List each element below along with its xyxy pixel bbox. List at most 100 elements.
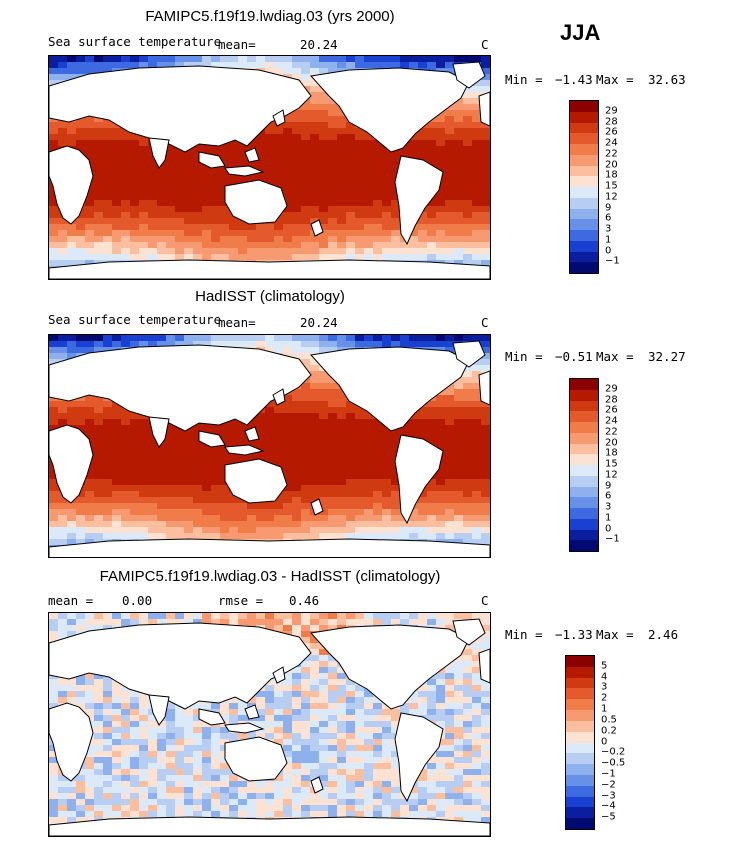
ocean-cell: [445, 479, 455, 486]
ocean-cell: [391, 194, 401, 201]
ocean-cell: [103, 697, 113, 704]
ocean-cell: [130, 170, 140, 177]
ocean-cell: [463, 182, 473, 189]
ocean-cell: [283, 164, 293, 171]
ocean-cell: [346, 206, 356, 213]
ocean-cell: [292, 485, 302, 492]
ocean-cell: [346, 745, 356, 752]
ocean-cell: [418, 521, 428, 528]
ocean-cell: [436, 691, 446, 698]
ocean-cell: [454, 260, 464, 267]
ocean-cell: [301, 625, 311, 632]
ocean-cell: [220, 62, 230, 69]
ocean-cell: [391, 473, 401, 480]
ocean-cell: [283, 194, 293, 201]
ocean-cell: [67, 685, 77, 692]
ocean-cell: [238, 158, 248, 165]
ocean-cell: [472, 248, 482, 255]
ocean-cell: [49, 619, 59, 626]
ocean-cell: [193, 335, 203, 342]
ocean-cell: [364, 745, 374, 752]
ocean-cell: [121, 497, 131, 504]
ocean-cell: [472, 655, 482, 662]
ocean-cell: [292, 521, 302, 528]
ocean-cell: [274, 515, 284, 522]
ocean-cell: [382, 182, 392, 189]
ocean-cell: [445, 679, 455, 686]
ocean-cell: [463, 449, 473, 456]
ocean-cell: [355, 128, 365, 135]
ocean-cell: [274, 68, 284, 75]
ocean-cell: [346, 503, 356, 510]
ocean-cell: [211, 335, 221, 342]
ocean-cell: [265, 407, 275, 414]
ocean-cell: [283, 461, 293, 468]
ocean-cell: [274, 727, 284, 734]
ocean-cell: [310, 236, 320, 243]
ocean-cell: [382, 146, 392, 153]
ocean-cell: [319, 467, 329, 474]
ocean-cell: [436, 479, 446, 486]
ocean-cell: [328, 437, 338, 444]
ocean-cell: [292, 56, 302, 63]
ocean-cell: [454, 443, 464, 450]
ocean-cell: [220, 449, 230, 456]
ocean-cell: [463, 389, 473, 396]
ocean-cell: [292, 128, 302, 135]
ocean-cell: [103, 613, 113, 620]
ocean-cell: [310, 341, 320, 348]
ocean-cell: [346, 437, 356, 444]
ocean-cell: [175, 182, 185, 189]
ocean-cell: [139, 527, 149, 534]
ocean-cell: [265, 248, 275, 255]
ocean-cell: [373, 509, 383, 516]
ocean-cell: [382, 152, 392, 159]
ocean-cell: [382, 497, 392, 504]
ocean-cell: [472, 200, 482, 207]
ocean-cell: [211, 188, 221, 195]
ocean-cell: [355, 134, 365, 141]
ocean-cell: [319, 727, 329, 734]
ocean-cell: [472, 685, 482, 692]
ocean-cell: [463, 679, 473, 686]
ocean-cell: [445, 62, 455, 69]
ocean-cell: [463, 539, 473, 546]
ocean-cell: [382, 248, 392, 255]
colorbar-tick-label: 6: [605, 490, 612, 502]
ocean-cell: [463, 146, 473, 153]
ocean-cell: [76, 413, 86, 420]
ocean-cell: [58, 353, 68, 360]
ocean-cell: [85, 230, 95, 237]
ocean-cell: [310, 679, 320, 686]
ocean-cell: [382, 739, 392, 746]
ocean-cell: [49, 230, 59, 237]
ocean-cell: [436, 419, 446, 426]
ocean-cell: [139, 521, 149, 528]
ocean-cell: [310, 248, 320, 255]
ocean-cell: [481, 721, 490, 728]
ocean-cell: [310, 200, 320, 207]
ocean-cell: [112, 128, 122, 135]
ocean-cell: [346, 709, 356, 716]
ocean-cell: [445, 667, 455, 674]
ocean-cell: [328, 473, 338, 480]
ocean-cell: [319, 649, 329, 656]
ocean-cell: [256, 176, 266, 183]
ocean-cell: [400, 341, 410, 348]
ocean-cell: [427, 715, 437, 722]
ocean-cell: [445, 703, 455, 710]
ocean-cell: [436, 188, 446, 195]
ocean-cell: [400, 709, 410, 716]
ocean-cell: [337, 491, 347, 498]
ocean-cell: [193, 757, 203, 764]
ocean-cell: [193, 509, 203, 516]
ocean-cell: [112, 254, 122, 261]
ocean-cell: [391, 751, 401, 758]
ocean-cell: [463, 527, 473, 534]
ocean-cell: [364, 248, 374, 255]
ocean-cell: [427, 122, 437, 129]
ocean-cell: [310, 745, 320, 752]
ocean-cell: [139, 341, 149, 348]
ocean-cell: [157, 194, 167, 201]
ocean-cell: [319, 503, 329, 510]
